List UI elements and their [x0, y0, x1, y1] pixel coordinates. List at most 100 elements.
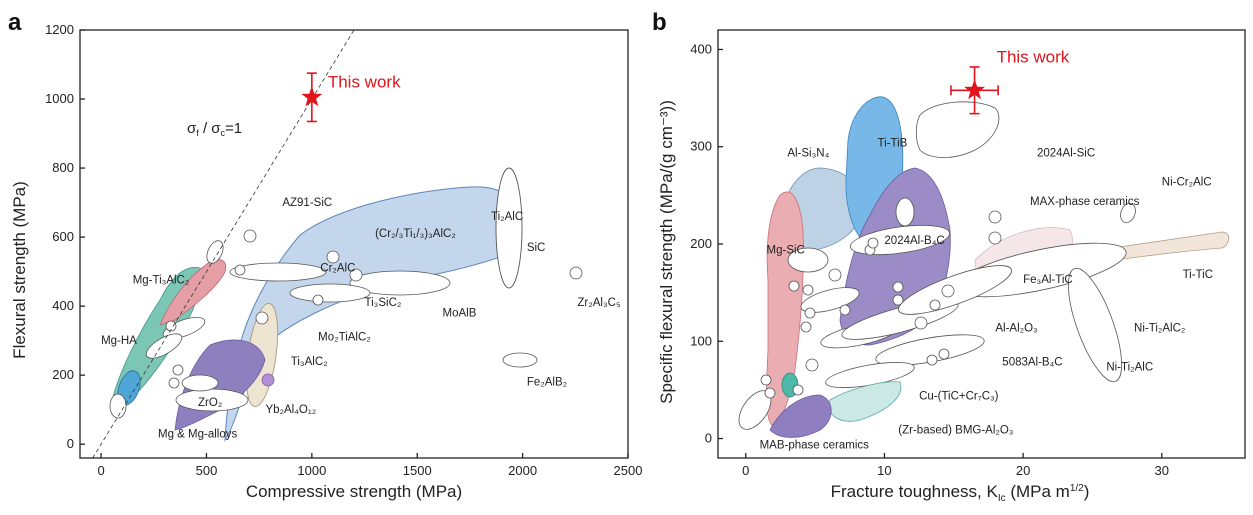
region-sic	[495, 167, 523, 289]
panel-a-reference-label: σf / σc=1	[187, 120, 242, 138]
panel-a-label-7: AZ91-SiC	[282, 197, 332, 209]
panel-a-regions	[109, 167, 583, 442]
region-white-a1	[181, 374, 219, 392]
panel-b-this-work: This work	[950, 47, 1070, 115]
region-white-b2	[800, 287, 860, 313]
panel-a-x-tick-label: 0	[97, 463, 104, 478]
panel-b-label-5: 2024Al-B₄C	[884, 235, 944, 247]
point-a3	[349, 268, 363, 282]
region-ni-cr2alc	[1120, 202, 1136, 224]
panel-a-label-13: SiC	[527, 242, 546, 254]
panel-b-x-tick-label: 30	[1155, 463, 1169, 478]
region-white-a4	[109, 393, 127, 419]
panel-a-y-tick-label: 800	[52, 160, 74, 175]
region-ni-ti2alc	[1068, 267, 1122, 383]
panel-b-x-tick-label: 0	[742, 463, 749, 478]
region-fe2alb2	[502, 352, 538, 368]
point-a6	[165, 320, 177, 332]
panel-b-y-axis-title: Specific flexural strength (MPa/(g cm⁻³)…	[657, 100, 676, 404]
panel-a-label-4: Mg-HA	[101, 335, 137, 347]
point-b13	[804, 307, 816, 319]
panel-a-label-12: MoAlB	[443, 307, 477, 319]
region-white-b7	[895, 197, 915, 227]
panel-a-y-tick-label: 200	[52, 367, 74, 382]
panel-a-label-15: Fe₂AlB₂	[527, 377, 567, 389]
panel-b-y-tick-label: 300	[690, 139, 712, 154]
point-b14	[800, 321, 812, 333]
panel-b-label-13: Cu-(TiC+Cr₇C₃)	[919, 391, 999, 403]
panel-b-label-10: Ni-Ti₂AlC	[1106, 361, 1153, 373]
panel-b-x-axis-title: Fracture toughness, KIc (MPa m1/2)	[831, 482, 1090, 504]
panel-b-x-title-sup: 1/2	[1070, 483, 1084, 494]
panel-b-y-tick-label: 400	[690, 41, 712, 56]
panel-a-label-10: Ti₃SiC₂	[365, 297, 402, 309]
region-cr2alc	[229, 262, 327, 282]
point-b18	[792, 384, 804, 396]
point-b20	[760, 374, 772, 386]
point-b12	[788, 280, 800, 292]
panel-a-x-tick-label: 2000	[508, 463, 537, 478]
panel-b-x-title-close: )	[1084, 482, 1090, 501]
panel-a-x-tick-label: 500	[196, 463, 218, 478]
point-b17	[805, 358, 819, 372]
region-white-a3	[145, 333, 183, 359]
panel-b-label-15: MAB-phase ceramics	[760, 439, 870, 451]
panel-b-x-title-unit: (MPa m	[1006, 482, 1070, 501]
panel-b-x-tick-label: 20	[1016, 463, 1030, 478]
point-yb2al4o12	[261, 373, 275, 387]
panel-a-x-tick-label: 1500	[403, 463, 432, 478]
point-a8	[168, 377, 180, 389]
point-b7	[892, 294, 904, 306]
point-b5	[929, 299, 941, 311]
panel-a-this-work: This work	[301, 72, 401, 123]
region-white-b1	[787, 247, 829, 273]
point-b4	[941, 284, 955, 298]
panel-a-y-tick-label: 1000	[45, 91, 74, 106]
point-b6	[892, 281, 904, 293]
point-b9	[938, 348, 950, 360]
panel-b-x-tick-label: 10	[877, 463, 891, 478]
panel-b-label-6: Fe₃Al-TiC	[1023, 274, 1073, 286]
point-b11	[802, 284, 814, 296]
panel-a-label-6: ZrO₂	[198, 397, 222, 409]
panel-b-label-4: Mg-SiC	[767, 245, 805, 257]
region-2024al-sic	[915, 101, 1000, 158]
panel-b-label-14: (Zr-based) BMG-Al₂O₃	[898, 425, 1014, 437]
point-b19	[764, 387, 776, 399]
panel-b-y-tick-label: 200	[690, 236, 712, 251]
region-mab-phase	[769, 394, 832, 438]
region-ti3sic2	[289, 283, 371, 303]
panel-a-x-tick-label: 2500	[614, 463, 643, 478]
point-b3	[988, 231, 1002, 245]
point-a5	[255, 311, 269, 325]
panel-a-label-14: Zr₂Al₃C₅	[577, 297, 621, 309]
point-b15	[839, 304, 851, 316]
point-b8	[914, 316, 928, 330]
panel-b-label-3: Al-Si₃N₄	[787, 147, 829, 159]
panel-a-label-3: Mg-Ti₃AlC₂	[133, 275, 190, 287]
panel-a-y-tick-label: 400	[52, 298, 74, 313]
point-b21	[867, 237, 879, 249]
panel-a-letter: a	[8, 9, 22, 36]
point-b2	[988, 210, 1002, 224]
panel-a: a Flexural strength (MPa) Compressive st…	[8, 9, 642, 501]
panel-a-label-9: (Cr₂/₃Ti₁/₃)₃AlC₂	[375, 228, 456, 240]
panel-a-x-tick-label: 1000	[297, 463, 326, 478]
panel-a-label-8: Cr₂AlC	[320, 263, 355, 275]
panel-a-y-tick-label: 0	[67, 436, 74, 451]
panel-b-label-11: Al-Al₂O₃	[995, 323, 1038, 335]
panel-b-x-title-main: Fracture toughness,	[831, 482, 987, 501]
panel-b-this-work-label: This work	[997, 47, 1070, 66]
panel-a-label-0: Ti₂AlC	[491, 211, 523, 223]
panel-b-x-title-sub: Ic	[998, 493, 1006, 504]
point-b16	[828, 268, 842, 282]
point-az91-sic	[243, 229, 257, 243]
panel-b-label-12: 5083Al-B₄C	[1002, 357, 1062, 369]
panel-b-label-7: Ti-TiC	[1183, 269, 1213, 281]
panel-a-y-tick-label: 600	[52, 229, 74, 244]
panel-a-label-1: Ti₃AlC₂	[291, 356, 328, 368]
panel-a-label-11: Mo₂TiAlC₂	[318, 332, 371, 344]
panel-b-letter: b	[652, 9, 667, 36]
panel-b-y-tick-label: 100	[690, 333, 712, 348]
